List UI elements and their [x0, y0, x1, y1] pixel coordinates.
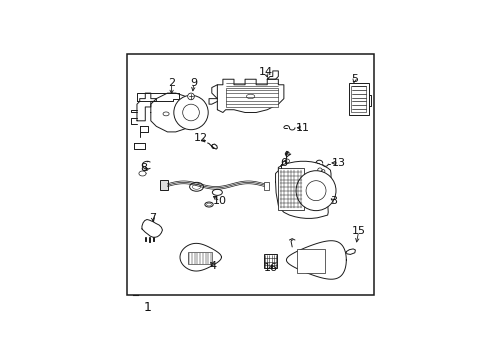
Circle shape — [305, 181, 325, 201]
Text: 5: 5 — [350, 74, 357, 84]
Text: 12: 12 — [193, 133, 207, 143]
Circle shape — [183, 104, 199, 121]
Bar — [187, 252, 212, 264]
Text: 7: 7 — [149, 213, 156, 224]
Text: 4: 4 — [209, 261, 216, 270]
Bar — [297, 249, 324, 273]
Circle shape — [295, 171, 335, 211]
Polygon shape — [275, 161, 330, 219]
Polygon shape — [142, 220, 162, 237]
Bar — [348, 83, 368, 115]
Polygon shape — [286, 241, 346, 279]
Text: 13: 13 — [332, 158, 346, 168]
Text: 11: 11 — [296, 123, 310, 133]
Bar — [160, 180, 168, 190]
Circle shape — [173, 95, 208, 130]
Bar — [350, 86, 366, 112]
Text: 3: 3 — [329, 195, 337, 206]
Text: 1: 1 — [144, 301, 152, 314]
Text: 10: 10 — [213, 196, 226, 206]
Text: 9: 9 — [190, 78, 197, 89]
Polygon shape — [217, 79, 284, 112]
Text: 2: 2 — [168, 78, 175, 89]
Text: 8: 8 — [140, 163, 147, 174]
Text: 14: 14 — [258, 67, 272, 77]
Bar — [127, 54, 373, 296]
Text: 16: 16 — [264, 263, 277, 273]
Circle shape — [187, 93, 194, 100]
Text: 15: 15 — [351, 226, 365, 236]
Polygon shape — [137, 93, 178, 102]
Bar — [264, 255, 277, 268]
Bar — [264, 182, 268, 190]
Bar — [225, 87, 278, 107]
Text: 6: 6 — [280, 158, 287, 168]
Polygon shape — [150, 93, 200, 132]
Polygon shape — [137, 93, 156, 121]
Bar — [278, 168, 303, 210]
Polygon shape — [180, 243, 221, 271]
